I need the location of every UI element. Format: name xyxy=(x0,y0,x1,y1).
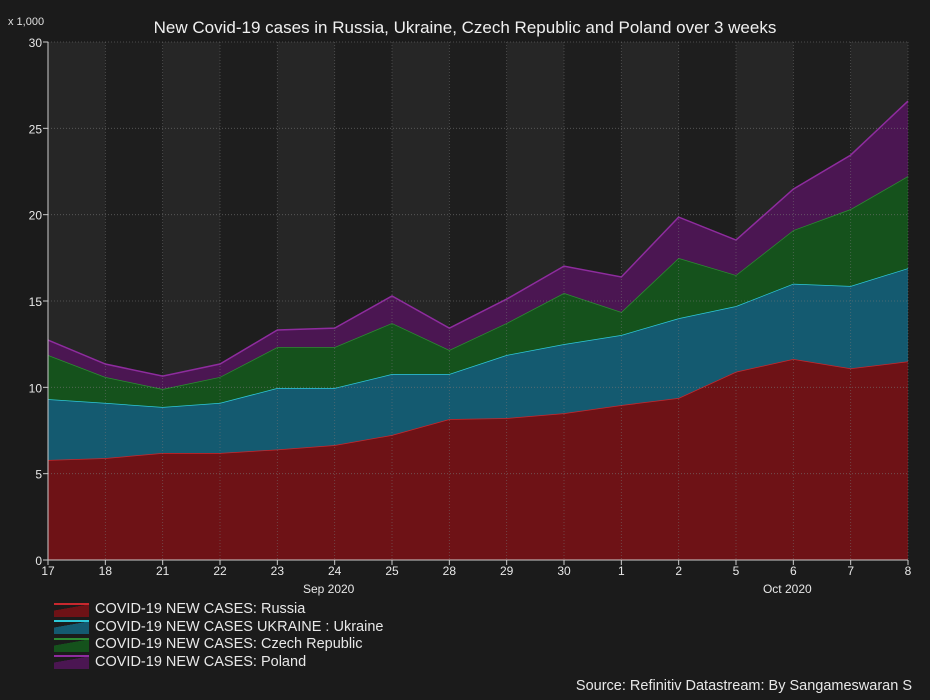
x-tick-label: 24 xyxy=(328,564,342,578)
legend-item-poland: COVID-19 NEW CASES: Poland xyxy=(54,654,383,672)
x-tick-label: 8 xyxy=(905,564,912,578)
legend-item-russia: COVID-19 NEW CASES: Russia xyxy=(54,601,383,619)
x-tick-label: 29 xyxy=(500,564,514,578)
x-tick-label: 30 xyxy=(557,564,571,578)
x-tick-label: 25 xyxy=(385,564,399,578)
legend-swatch-icon xyxy=(54,655,89,670)
x-tick-label: 1 xyxy=(618,564,625,578)
x-month-label: Oct 2020 xyxy=(763,582,812,596)
x-tick-label: 22 xyxy=(213,564,227,578)
x-tick-label: 28 xyxy=(443,564,457,578)
legend-label: COVID-19 NEW CASES: Poland xyxy=(95,653,307,670)
x-tick-label: 23 xyxy=(271,564,285,578)
legend: COVID-19 NEW CASES: Russia COVID-19 NEW … xyxy=(54,601,383,671)
y-tick-label: 10 xyxy=(29,381,43,395)
x-month-label: Sep 2020 xyxy=(303,582,355,596)
x-tick-label: 21 xyxy=(156,564,170,578)
legend-label: COVID-19 NEW CASES UKRAINE : Ukraine xyxy=(95,618,384,635)
legend-item-ukraine: COVID-19 NEW CASES UKRAINE : Ukraine xyxy=(54,619,383,637)
chart-title: New Covid-19 cases in Russia, Ukraine, C… xyxy=(153,18,777,37)
y-tick-label: 30 xyxy=(29,36,43,50)
x-tick-label: 2 xyxy=(675,564,682,578)
x-tick-label: 18 xyxy=(99,564,113,578)
area-series-1 xyxy=(48,268,908,461)
legend-swatch-icon xyxy=(54,637,89,652)
source-note: Source: Refinitiv Datastream: By Sangame… xyxy=(575,678,912,694)
legend-swatch-icon xyxy=(54,602,89,617)
y-tick-label: 25 xyxy=(29,122,43,136)
line-series-3 xyxy=(47,100,909,377)
x-tick-label: 7 xyxy=(847,564,854,578)
legend-label: COVID-19 NEW CASES: Russia xyxy=(95,601,306,617)
y-tick-label: 0 xyxy=(35,554,42,568)
legend-item-czech: COVID-19 NEW CASES: Czech Republic xyxy=(54,636,383,654)
area-series-0 xyxy=(48,359,908,560)
y-tick-label: 20 xyxy=(29,209,43,223)
legend-label: COVID-19 NEW CASES: Czech Republic xyxy=(95,636,363,652)
x-tick-label: 5 xyxy=(733,564,740,578)
y-unit-label: x 1,000 xyxy=(8,16,45,28)
area-series-3 xyxy=(48,101,908,390)
y-tick-label: 15 xyxy=(29,295,43,309)
x-tick-label: 17 xyxy=(41,564,55,578)
legend-swatch-icon xyxy=(54,620,89,635)
y-tick-label: 5 xyxy=(35,468,42,482)
x-tick-label: 6 xyxy=(790,564,797,578)
